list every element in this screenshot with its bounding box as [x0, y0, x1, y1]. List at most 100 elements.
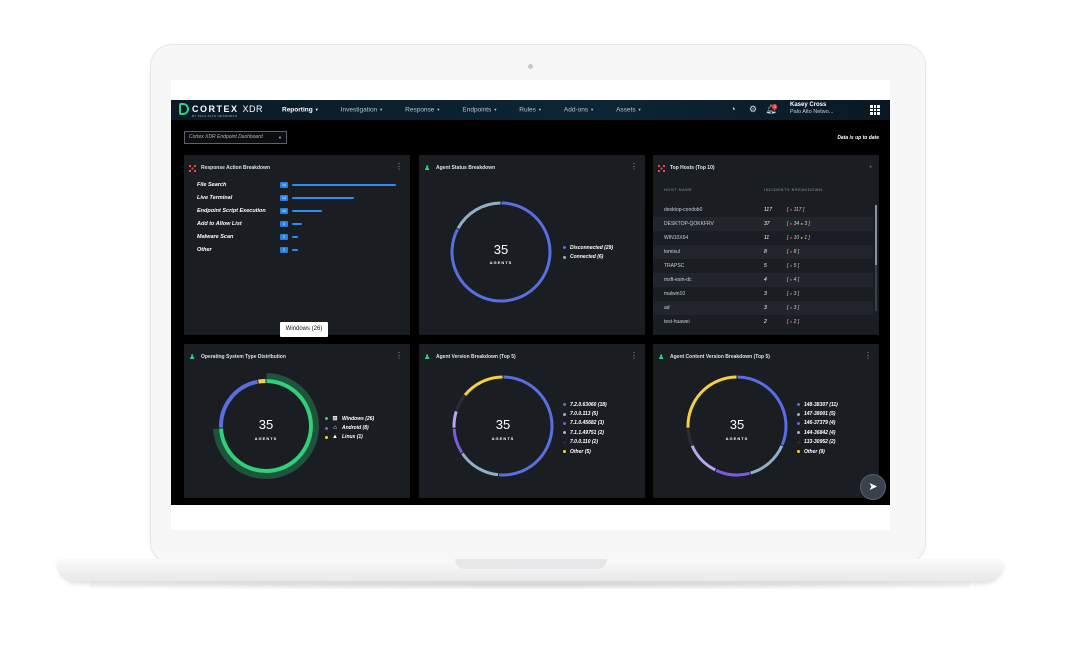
- content-version-donut[interactable]: [685, 374, 789, 478]
- legend-swatch: [325, 426, 328, 430]
- legend-item[interactable]: 7.2.0.63060 (18): [563, 400, 607, 409]
- donut-segment[interactable]: [456, 201, 501, 230]
- donut-segment[interactable]: [737, 375, 788, 446]
- settings-gear-icon[interactable]: ⚙: [748, 104, 758, 114]
- chevron-down-icon: ▼: [637, 107, 642, 112]
- incident-count: 5: [764, 263, 767, 269]
- scrollbar-thumb[interactable]: [875, 205, 877, 265]
- nav-rules[interactable]: Rules ▼: [519, 106, 542, 114]
- user-menu[interactable]: Kasey Cross Palo Alto Netwo...: [790, 102, 833, 116]
- donut-segment[interactable]: [463, 375, 503, 397]
- legend-item[interactable]: 7.1.1.49751 (2): [563, 428, 607, 437]
- action-bar: [292, 236, 298, 238]
- legend-label: 146-37379 (4): [804, 420, 836, 427]
- legend-item[interactable]: 7.1.0.45682 (3): [563, 419, 607, 428]
- more-options-icon[interactable]: ⋮: [864, 351, 872, 360]
- table-row[interactable]: WIN10X64 11 [ ● 10 ● 1 ]: [653, 231, 873, 245]
- chart-tooltip: Windows (26): [280, 322, 328, 337]
- cortex-xdr-logo[interactable]: CORTEX XDR BY PALO ALTO NETWORKS: [179, 103, 264, 118]
- severity-dot-icon: ●: [800, 235, 803, 240]
- table-row[interactable]: DESKTOP-QOKKFRV 37 [ ● 34 ● 3 ]: [653, 217, 873, 231]
- legend-swatch: [563, 421, 566, 425]
- response-action-row[interactable]: Add to Allow List 3: [197, 220, 407, 228]
- nav-reporting[interactable]: Reporting ▼: [282, 106, 319, 114]
- chat-assistant-button[interactable]: ➤: [860, 474, 886, 500]
- dashboard-selector[interactable]: Cortex XDR Endpoint Dashboard ▼: [184, 131, 287, 144]
- agent-status-donut[interactable]: [449, 200, 553, 304]
- table-row[interactable]: ad 3[ ● 3 ]: [653, 301, 873, 315]
- more-options-icon[interactable]: ⋮: [395, 351, 403, 360]
- legend-item[interactable]: 146-37379 (4): [797, 419, 838, 428]
- response-action-row[interactable]: Live Terminal 14: [197, 194, 407, 202]
- incidents-breakdown: [ ● 34 ● 3 ]: [787, 221, 810, 227]
- agent-version-donut[interactable]: [451, 374, 555, 478]
- legend-item[interactable]: 133-30952 (2): [797, 438, 838, 447]
- legend-item[interactable]: 144-36842 (4): [797, 428, 838, 437]
- legend-swatch: [325, 435, 328, 439]
- severity-count: 10: [793, 235, 800, 241]
- host-name: DESKTOP-QOKKFRV: [664, 221, 714, 227]
- severity-dot-icon: ●: [789, 305, 793, 310]
- table-row[interactable]: desktop-condob0 117[ ● 117 ]: [653, 203, 873, 217]
- nav-endpoints[interactable]: Endpoints ▼: [462, 106, 498, 114]
- donut-segment[interactable]: [461, 452, 499, 477]
- card-header: ♟ Operating System Type Distribution: [189, 352, 286, 362]
- host-name: test-huawei: [664, 319, 690, 325]
- legend-label: 148-38307 (11): [804, 401, 838, 408]
- donut-segment[interactable]: [715, 468, 750, 477]
- donut-segment[interactable]: [258, 379, 266, 384]
- top-navigation-bar: CORTEX XDR BY PALO ALTO NETWORKS Reporti…: [171, 100, 890, 120]
- donut-segment[interactable]: [450, 201, 552, 303]
- os-distribution-donut[interactable]: [211, 371, 321, 481]
- nav-investigation[interactable]: Investigation ▼: [340, 106, 384, 114]
- legend-item[interactable]: Other (5): [563, 447, 607, 456]
- donut-segment[interactable]: [452, 410, 458, 428]
- help-icon[interactable]: ◔: [730, 104, 736, 114]
- more-options-icon[interactable]: ⋮: [395, 162, 403, 171]
- legend-item[interactable]: 7.0.0.113 (5): [563, 409, 607, 418]
- nav-add-ons[interactable]: Add-ons ▼: [563, 106, 595, 114]
- legend-item[interactable]: 147-38001 (5): [797, 409, 838, 418]
- donut-segment[interactable]: [498, 375, 554, 477]
- data-status-note: Data is up to date: [837, 135, 879, 141]
- app-switcher-grid-icon[interactable]: [870, 105, 880, 115]
- incident-count: 2: [764, 319, 767, 325]
- response-action-row[interactable]: Malware Scan 2: [197, 233, 407, 241]
- logo-text: CORTEX XDR: [192, 103, 264, 114]
- card-header: ♟ Agent Version Breakdown (Top 5): [424, 352, 516, 362]
- notification-bell-icon[interactable]: 🔔︎: [765, 104, 777, 114]
- legend-item[interactable]: Disconnected (29): [563, 243, 613, 252]
- legend-item[interactable]: ⌂ Android (8): [325, 423, 374, 432]
- chevron-down-icon: ▼: [379, 107, 384, 112]
- legend-item[interactable]: Other (9): [797, 447, 838, 456]
- donut-segment[interactable]: [452, 428, 464, 454]
- severity-dot-icon: ●: [789, 319, 793, 324]
- donut-segment[interactable]: [750, 445, 784, 475]
- donut-segment[interactable]: [686, 375, 737, 428]
- legend-item[interactable]: 148-38307 (11): [797, 400, 838, 409]
- donut-segment[interactable]: [690, 445, 717, 472]
- donut-segment[interactable]: [686, 428, 694, 446]
- legend-item[interactable]: 7.0.0.110 (2): [563, 438, 607, 447]
- legend-item[interactable]: ▲ Linux (1): [325, 433, 374, 442]
- response-action-row[interactable]: Endpoint Script Execution 10: [197, 207, 407, 215]
- table-row[interactable]: tomisul 8[ ● 8 ]: [653, 245, 873, 259]
- table-row[interactable]: msft-esm-dc 4[ ● 4 ]: [653, 273, 873, 287]
- legend-item[interactable]: ⊞ Windows (26): [325, 414, 374, 423]
- legend-item[interactable]: Connected (6): [563, 252, 613, 261]
- donut-segment[interactable]: [219, 379, 258, 428]
- response-action-row[interactable]: File Search 14: [197, 181, 407, 189]
- nav-assets[interactable]: Assets ▼: [616, 106, 642, 114]
- donut-segment[interactable]: [455, 394, 466, 411]
- table-row[interactable]: TRAPSC 5[ ● 5 ]: [653, 259, 873, 273]
- donut-segment[interactable]: [219, 379, 313, 473]
- more-options-icon[interactable]: ⋮: [630, 162, 638, 171]
- table-row[interactable]: malwin10 3[ ● 3 ]: [653, 287, 873, 301]
- response-action-row[interactable]: Other 2: [197, 246, 407, 254]
- severity-count: 5: [793, 263, 797, 269]
- more-options-icon[interactable]: ⋮: [630, 351, 638, 360]
- legend-label: Other (9): [804, 448, 825, 455]
- nav-response[interactable]: Response ▼: [405, 106, 441, 114]
- table-row[interactable]: test-huawei 2[ ● 2 ]: [653, 315, 873, 329]
- donut-unit: AGENTS: [491, 436, 515, 441]
